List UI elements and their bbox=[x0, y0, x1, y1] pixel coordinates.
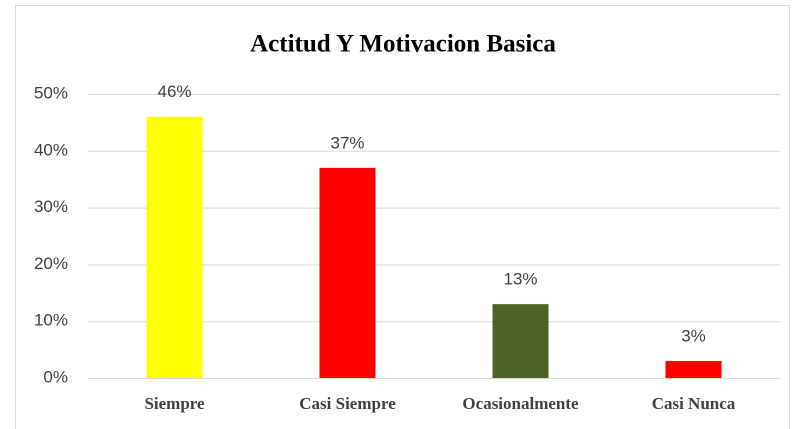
y-tick-label: 10% bbox=[34, 311, 68, 330]
data-label: 46% bbox=[157, 82, 191, 101]
x-tick-label: Ocasionalmente bbox=[462, 394, 579, 413]
bar bbox=[492, 304, 549, 378]
x-tick-label: Casi Siempre bbox=[299, 394, 396, 413]
chart-title: Actitud Y Motivacion Basica bbox=[250, 31, 556, 58]
bar bbox=[665, 360, 722, 378]
bar bbox=[146, 116, 203, 378]
y-tick-label: 30% bbox=[34, 197, 68, 216]
y-tick-label: 40% bbox=[34, 140, 68, 159]
data-label: 37% bbox=[330, 133, 364, 152]
data-label: 13% bbox=[503, 270, 537, 289]
y-tick-label: 50% bbox=[34, 83, 68, 102]
x-tick-label: Casi Nunca bbox=[652, 394, 736, 413]
data-label: 3% bbox=[681, 326, 706, 345]
chart-border bbox=[15, 5, 790, 429]
bar bbox=[319, 167, 376, 378]
y-tick-label: 20% bbox=[34, 254, 68, 273]
x-tick-label: Siempre bbox=[144, 394, 205, 413]
y-tick-label: 0% bbox=[43, 367, 68, 386]
